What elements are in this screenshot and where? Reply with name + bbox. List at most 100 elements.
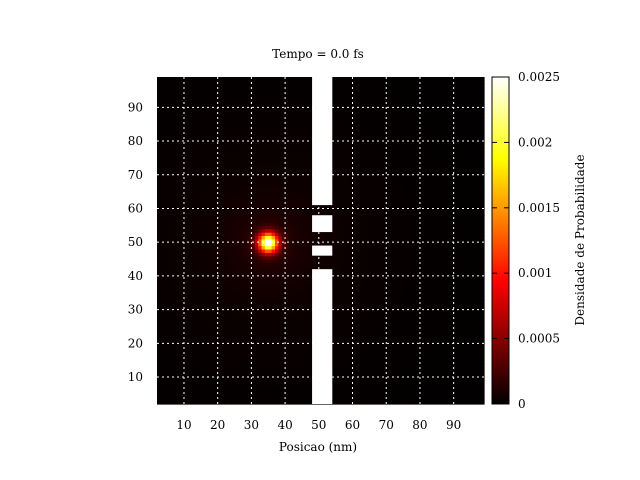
heatmap-cell <box>281 377 286 381</box>
heatmap-cell <box>409 383 414 388</box>
heatmap-cell <box>207 309 212 314</box>
heatmap-cell <box>382 302 387 307</box>
heatmap-cell <box>446 235 451 240</box>
heatmap-cell <box>214 353 219 358</box>
heatmap-cell <box>180 269 185 274</box>
heatmap-cell <box>477 323 482 328</box>
heatmap-cell <box>251 279 256 284</box>
heatmap-cell <box>457 393 461 398</box>
heatmap-cell <box>453 366 458 371</box>
heatmap-cell <box>345 235 350 240</box>
heatmap-cell <box>376 296 381 301</box>
heatmap-cell <box>194 383 199 388</box>
heatmap-cell <box>254 292 259 297</box>
heatmap-cell <box>359 238 364 243</box>
heatmap-cell <box>335 390 340 395</box>
heatmap-cell <box>406 400 411 405</box>
heatmap-cell <box>352 319 357 324</box>
heatmap-cell <box>241 393 246 398</box>
heatmap-cell <box>163 312 168 317</box>
heatmap-cell <box>271 346 276 351</box>
heatmap-cell <box>187 302 192 307</box>
heatmap-cell <box>382 248 387 253</box>
heatmap-cell <box>480 387 485 392</box>
heatmap-cell <box>224 377 229 381</box>
heatmap-cell <box>376 323 381 328</box>
heatmap-cell <box>345 269 350 274</box>
heatmap-cell <box>295 255 300 260</box>
heatmap-cell <box>403 329 408 334</box>
heatmap-cell <box>217 279 222 284</box>
heatmap-cell <box>359 397 364 402</box>
heatmap-cell <box>372 302 377 307</box>
heatmap-cell <box>288 286 293 290</box>
heatmap-cell <box>285 380 290 385</box>
heatmap-cell <box>430 242 435 247</box>
heatmap-cell <box>210 350 215 355</box>
heatmap-cell <box>234 306 239 311</box>
heatmap-cell <box>433 265 438 270</box>
heatmap-cell <box>457 248 461 253</box>
heatmap-cell <box>450 360 455 365</box>
heatmap-cell <box>258 387 263 392</box>
heatmap-cell <box>457 309 461 314</box>
heatmap-cell <box>372 380 377 385</box>
heatmap-cell <box>268 262 273 267</box>
heatmap-cell <box>345 296 350 301</box>
heatmap-cell <box>440 302 445 307</box>
heatmap-cell <box>352 343 357 348</box>
heatmap-cell <box>335 312 340 317</box>
heatmap-cell <box>301 380 306 385</box>
heatmap-cell <box>403 370 408 375</box>
heatmap-cell <box>204 383 209 388</box>
heatmap-cell <box>376 366 381 371</box>
heatmap-cell <box>167 302 172 307</box>
heatmap-cell <box>170 350 175 355</box>
heatmap-cell <box>470 289 475 294</box>
heatmap-cell <box>244 309 249 314</box>
heatmap-cell <box>406 312 411 317</box>
heatmap-cell <box>183 370 188 375</box>
heatmap-cell <box>362 302 367 307</box>
heatmap-cell <box>170 312 175 317</box>
heatmap-cell <box>355 383 360 388</box>
heatmap-cell <box>453 370 458 375</box>
heatmap-cell <box>298 265 303 270</box>
heatmap-cell <box>248 248 252 253</box>
heatmap-cell <box>369 370 374 375</box>
heatmap-cell <box>251 360 256 365</box>
heatmap-cell <box>261 356 266 361</box>
heatmap-cell <box>217 255 222 260</box>
heatmap-cell <box>389 312 394 317</box>
heatmap-cell <box>480 360 485 365</box>
heatmap-cell <box>187 255 192 260</box>
heatmap-cell <box>366 356 370 361</box>
heatmap-cell <box>325 242 330 247</box>
heatmap-cell <box>460 296 465 301</box>
heatmap-cell <box>335 296 340 301</box>
heatmap-cell <box>204 299 209 304</box>
heatmap-cell <box>372 235 377 240</box>
heatmap-cell <box>460 275 465 280</box>
heatmap-cell <box>177 282 182 287</box>
heatmap-cell <box>372 286 377 290</box>
heatmap-cell <box>339 275 344 280</box>
heatmap-cell <box>399 350 404 355</box>
heatmap-cell <box>298 286 303 290</box>
heatmap-cell <box>217 346 222 351</box>
heatmap-cell <box>264 255 269 260</box>
heatmap-cell <box>352 377 357 381</box>
heatmap-cell <box>359 390 364 395</box>
heatmap-cell <box>200 390 205 395</box>
heatmap-cell <box>221 259 226 264</box>
heatmap-cell <box>170 380 175 385</box>
heatmap-cell <box>227 309 232 314</box>
heatmap-cell <box>298 248 303 253</box>
heatmap-cell <box>281 275 286 280</box>
heatmap-cell <box>477 272 482 277</box>
heatmap-cell <box>366 360 370 365</box>
heatmap-cell <box>200 242 205 247</box>
heatmap-cell <box>241 245 246 250</box>
heatmap-cell <box>244 397 249 402</box>
heatmap-cell <box>399 289 404 294</box>
